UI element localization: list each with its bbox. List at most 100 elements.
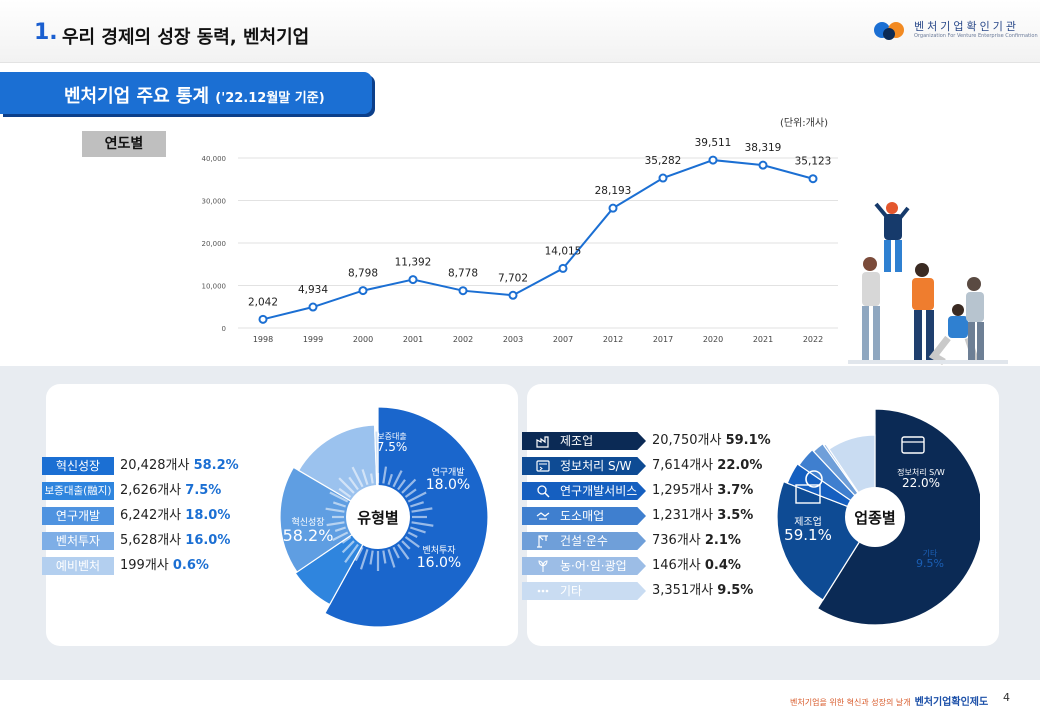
skyline-ray	[411, 507, 433, 513]
list-item: 연구개발 6,242개사 18.0%	[0, 507, 520, 525]
data-point	[308, 302, 318, 312]
list-item: 건설·운수 736개사 2.1%	[0, 532, 1040, 550]
slice-name-label: 벤처투자	[422, 544, 456, 556]
list-item: 연구개발서비스 1,295개사 3.7%	[0, 482, 1040, 500]
person-right	[966, 277, 984, 362]
skyline-ray	[354, 546, 364, 562]
slice-pct-label: 9.5%	[916, 557, 944, 570]
industry-value: 1,231개사 3.5%	[652, 508, 754, 523]
industry-value: 146개사 0.4%	[652, 558, 741, 573]
data-point	[808, 174, 818, 184]
industry-badge: 기타	[522, 582, 646, 600]
footer-slogan: 벤처기업을 위한 혁신과 성장의 날개 벤처기업확인제도	[790, 693, 988, 708]
list-item: 농·어·임·광업 146개사 0.4%	[0, 557, 1040, 575]
skyline-ray	[401, 478, 417, 494]
yearly-line-chart: 0 10,000 20,000 30,000 40,000 1998 1999 2000 200…	[202, 137, 838, 344]
factory-gear-icon	[795, 470, 823, 504]
skyline-ray	[387, 548, 396, 568]
x-tick-label: 2003	[503, 335, 523, 344]
slice-pct-label: 16.0%	[417, 555, 461, 571]
type-value: 6,242개사 18.0%	[120, 508, 231, 523]
factory-icon	[536, 436, 549, 448]
skyline-ray	[401, 540, 411, 550]
data-label: 7,702	[498, 272, 528, 284]
gear-shape	[805, 470, 823, 488]
y-tick-label: 0	[222, 325, 226, 333]
donut-hole	[845, 487, 905, 547]
slice-pct-label: 18.0%	[426, 477, 470, 493]
skyline-ray	[370, 473, 374, 484]
type-value: 199개사 0.6%	[120, 558, 209, 573]
person-middle	[912, 263, 934, 362]
skyline-ray	[407, 491, 427, 503]
skyline-ray	[404, 536, 420, 548]
slice-pct-label: 22.0%	[902, 476, 940, 490]
donut-center-label: 업종별	[854, 509, 895, 527]
window-shape	[901, 436, 925, 454]
x-tick-label: 2017	[653, 335, 673, 344]
ground-shadow	[848, 360, 1008, 364]
x-tick-label: 2000	[353, 335, 373, 344]
industry-value: 7,614개사 22.0%	[652, 458, 763, 473]
slice-pct-label: 58.2%	[283, 526, 334, 545]
skyline-ray	[397, 543, 410, 560]
skyline-ray	[332, 501, 347, 508]
donut-hole	[346, 485, 410, 549]
skyline-ray	[382, 550, 387, 564]
industry-badge: 연구개발서비스	[522, 482, 646, 500]
skyline-ray	[392, 470, 403, 488]
x-tick-label: 2007	[553, 335, 573, 344]
type-badge: 보증대출(融지)	[42, 482, 114, 500]
industry-badge: 건설·운수	[522, 532, 646, 550]
industry-badge: 정보처리 S/W	[522, 457, 646, 475]
data-label: 39,511	[695, 137, 732, 149]
data-label: 8,798	[348, 268, 378, 280]
type-badge: 연구개발	[42, 507, 114, 525]
skyline-ray	[392, 546, 400, 559]
skyline-ray	[341, 536, 352, 544]
x-tick-label: 2022	[803, 335, 823, 344]
industry-badge: 제조업	[522, 432, 646, 450]
data-point	[658, 173, 668, 183]
skyline-ray	[329, 491, 349, 503]
crane-icon	[537, 535, 548, 548]
trade-icon	[536, 512, 550, 520]
data-point	[708, 155, 718, 165]
page-number: 4	[1003, 691, 1010, 704]
skyline-ray	[407, 531, 418, 538]
skyline-ray	[338, 487, 352, 498]
slice-name-label: 제조업	[794, 515, 822, 528]
list-item: 보증대출(融지) 2,626개사 7.5%	[0, 482, 520, 500]
data-label: 28,193	[595, 185, 632, 197]
skyline-ray	[382, 466, 388, 484]
logo-name: 벤처기업확인기관	[914, 20, 1019, 33]
skyline-ray	[334, 526, 347, 532]
banner-title-text: 벤처기업 주요 통계	[64, 86, 210, 107]
type-value: 2,626개사 7.5%	[120, 483, 222, 498]
dots-icon	[537, 589, 549, 593]
farm-icon	[538, 560, 548, 572]
year-section-label: 연도별	[82, 131, 166, 157]
skyline-ray	[404, 488, 417, 498]
skyline-ray	[397, 479, 406, 491]
data-label: 4,934	[298, 284, 328, 296]
footer-brand: 벤처기업확인제도	[914, 697, 989, 708]
skyline-ray	[325, 507, 345, 513]
skyline-ray	[332, 531, 349, 542]
slice-name-label: 연구개발	[431, 467, 464, 478]
box-shape	[795, 484, 821, 504]
skyline-ray	[411, 521, 434, 527]
industry-badge: 도소매업	[522, 507, 646, 525]
data-point	[508, 290, 518, 300]
skyline-ray	[409, 526, 426, 534]
section-banner: 벤처기업 주요 통계 ('22.12월말 기준)	[0, 72, 372, 114]
list-item: 제조업 20,750개사 59.1%	[0, 432, 1040, 450]
data-label: 2,042	[248, 296, 278, 308]
industry-value: 1,295개사 3.7%	[652, 483, 754, 498]
data-point	[558, 263, 568, 273]
data-label: 35,282	[645, 155, 682, 167]
y-tick-label: 20,000	[202, 240, 227, 248]
data-point	[758, 160, 768, 170]
skyline-ray	[359, 548, 369, 570]
